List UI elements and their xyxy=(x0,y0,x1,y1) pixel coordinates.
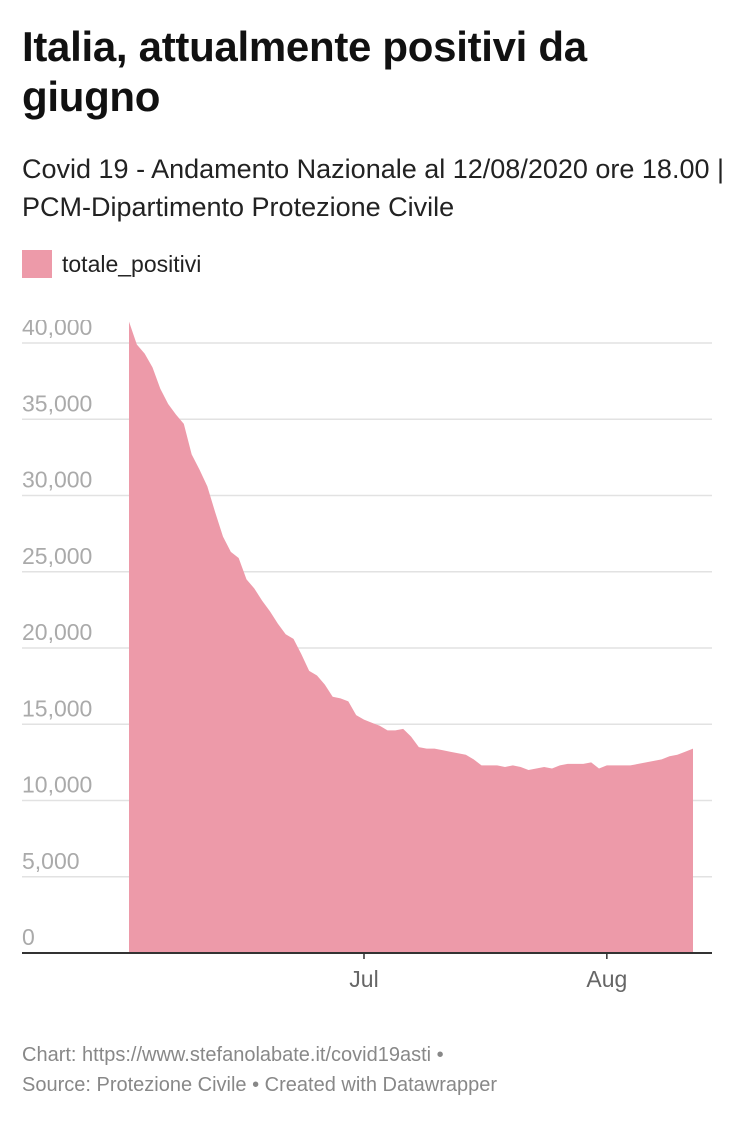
legend-swatch xyxy=(22,250,52,278)
x-axis-ticks: Jul Aug xyxy=(349,953,627,992)
footer-source: Source: Protezione Civile • Created with… xyxy=(22,1074,497,1096)
chart-title: Italia, attualmente positivi da giugno xyxy=(22,23,587,120)
legend: totale_positivi xyxy=(22,250,201,278)
area-chart: 0 5,000 10,000 15,000 20,000 25,000 30,000 35,0… xyxy=(22,320,712,992)
area-series-totale-positivi xyxy=(129,321,693,953)
chart-footer: Chart: https://www.stefanolabate.it/covi… xyxy=(22,1040,497,1100)
y-tick-label: 0 xyxy=(22,924,35,950)
footer-credit: Chart: https://www.stefanolabate.it/covi… xyxy=(22,1044,444,1066)
y-axis-ticks: 0 5,000 10,000 15,000 20,000 25,000 30,000 35,0… xyxy=(22,320,92,950)
legend-label: totale_positivi xyxy=(62,250,202,277)
y-tick-label: 40,000 xyxy=(22,320,92,340)
y-tick-label: 30,000 xyxy=(22,467,92,493)
y-tick-label: 20,000 xyxy=(22,619,92,645)
y-tick-label: 15,000 xyxy=(22,695,92,721)
y-tick-label: 25,000 xyxy=(22,543,92,569)
y-tick-label: 5,000 xyxy=(22,848,80,874)
y-tick-label: 35,000 xyxy=(22,390,92,416)
x-tick-label: Jul xyxy=(349,966,378,992)
chart-subtitle: Covid 19 - Andamento Nazionale al 12/08/… xyxy=(22,154,724,222)
y-tick-label: 10,000 xyxy=(22,772,92,798)
x-tick-label: Aug xyxy=(586,966,627,992)
